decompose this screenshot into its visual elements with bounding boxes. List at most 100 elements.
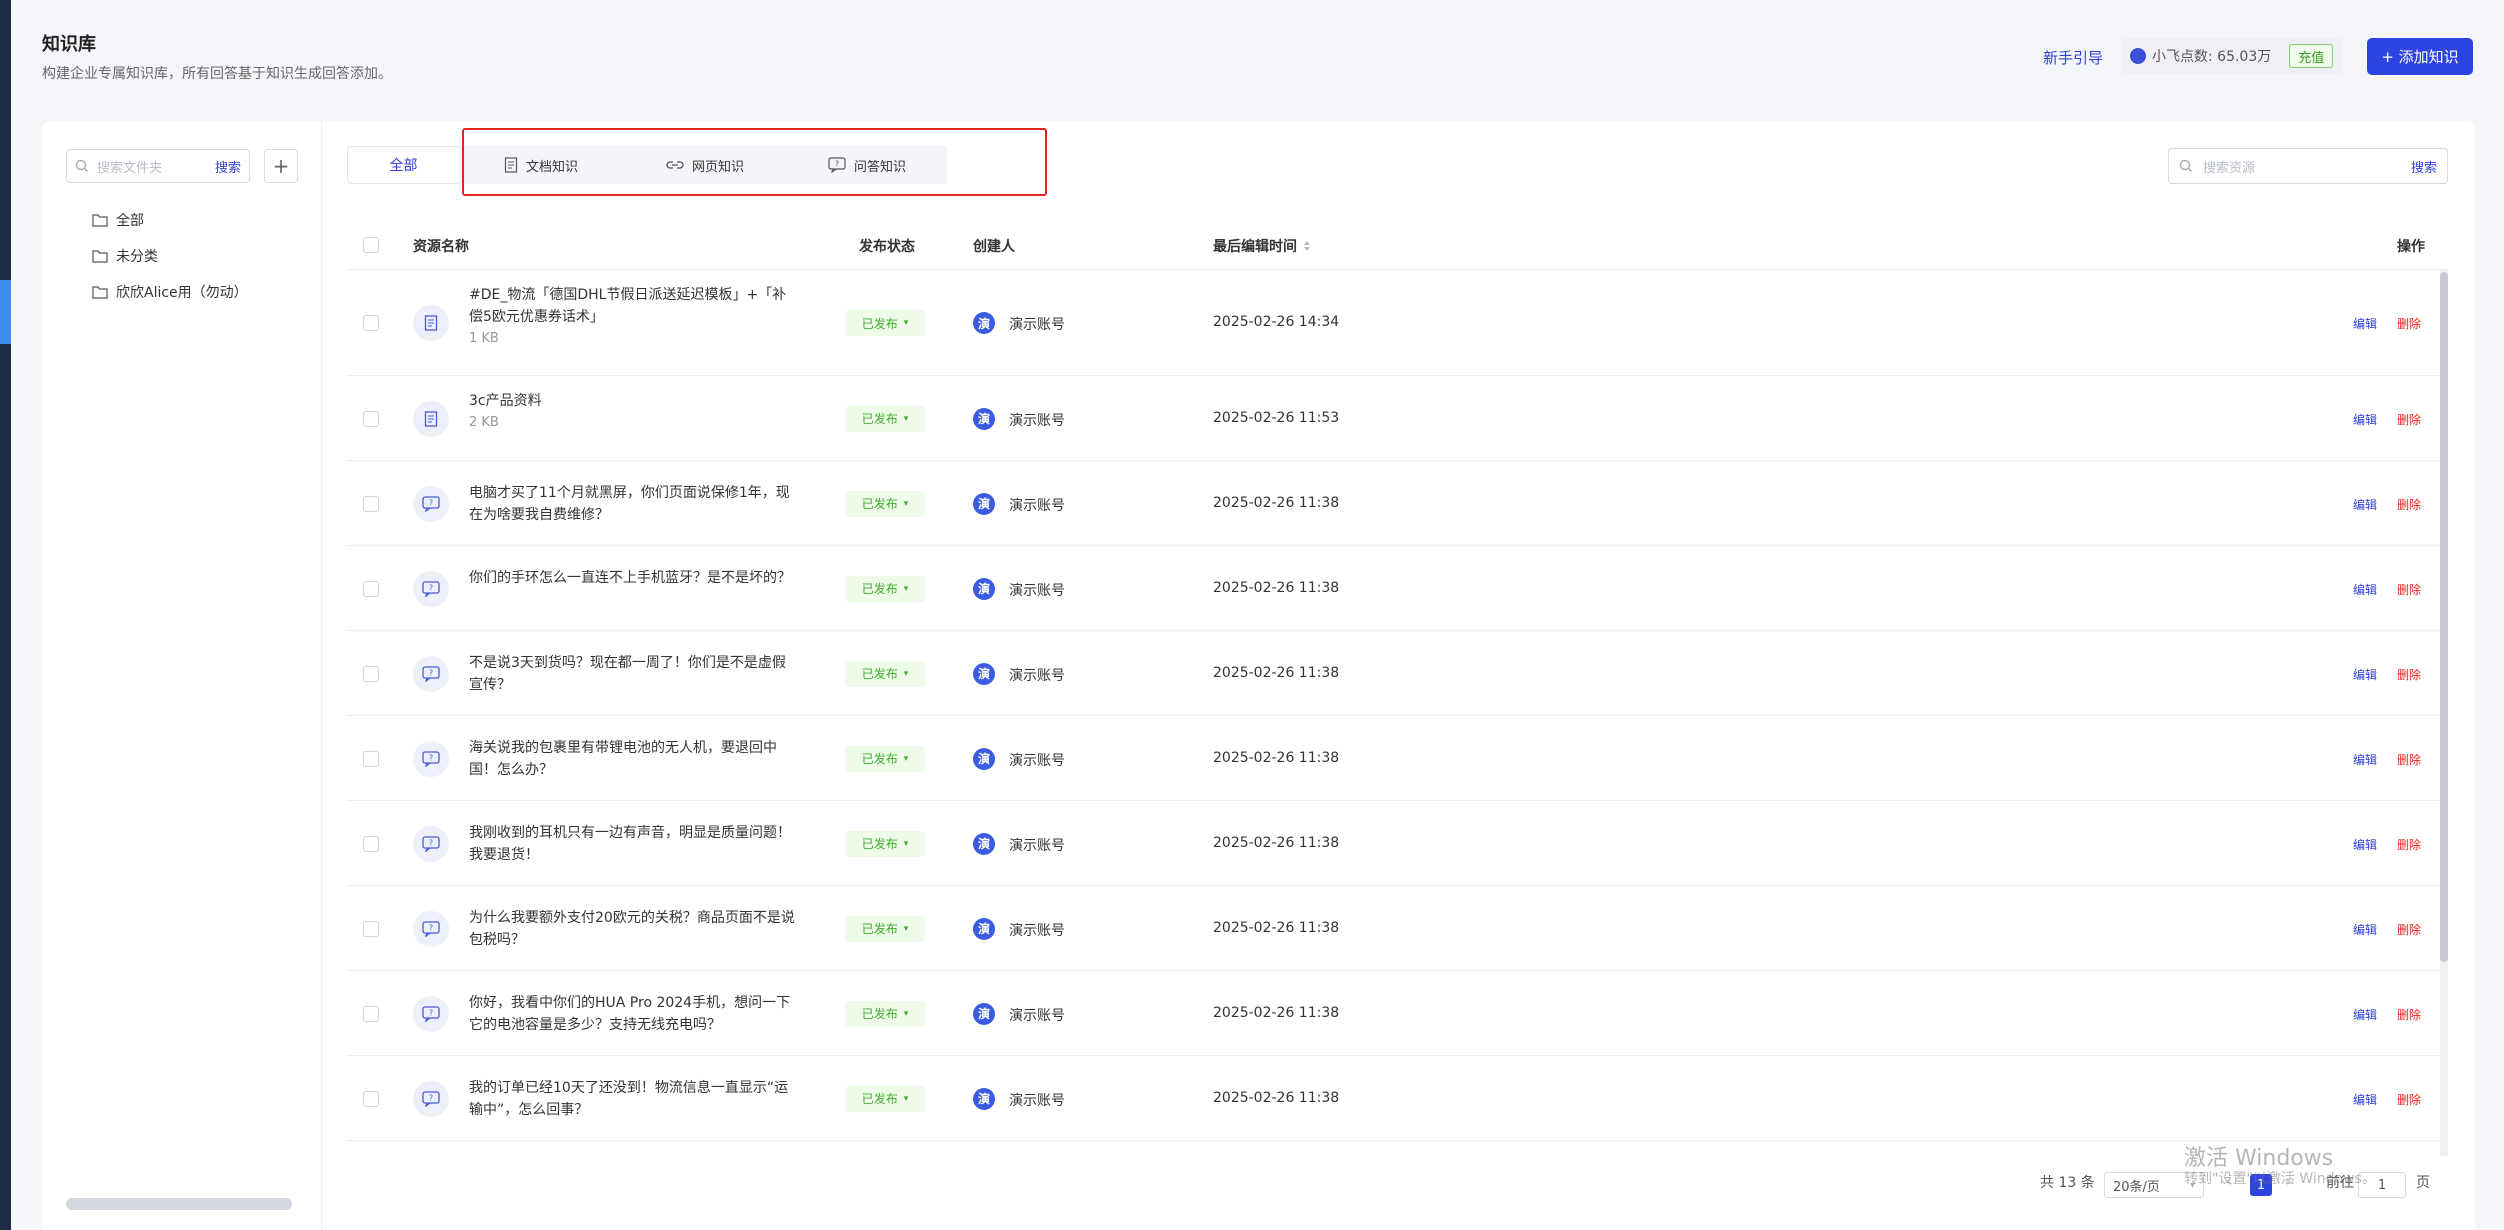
folder-search-button[interactable]: 搜索 <box>214 160 241 176</box>
status-badge[interactable]: 已发布 ▾ <box>845 490 925 517</box>
page-size-select[interactable]: 20条/页 ▾ <box>2104 1172 2204 1198</box>
status-badge[interactable]: 已发布 ▾ <box>845 830 925 857</box>
row-checkbox[interactable] <box>363 495 379 512</box>
edit-button[interactable]: 编辑 <box>2353 922 2378 937</box>
search-icon <box>75 159 88 172</box>
resource-search-button[interactable]: 搜索 <box>2410 160 2437 176</box>
tab-webpage[interactable]: 网页知识 <box>666 156 744 175</box>
creator-name: 演示账号 <box>1009 1007 1065 1024</box>
resource-name[interactable]: #DE_物流「德国DHL节假日派送延迟模板」+「补偿5欧元优惠券话术」 1 KB <box>469 284 799 350</box>
folder-search-input[interactable]: 搜索文件夹 <box>97 160 163 176</box>
status-badge[interactable]: 已发布 ▾ <box>845 575 925 602</box>
status-badge[interactable]: 已发布 ▾ <box>845 915 925 942</box>
row-checkbox[interactable] <box>363 835 379 852</box>
last-edit-time: 2025-02-26 11:38 <box>1213 579 1340 596</box>
edit-button[interactable]: 编辑 <box>2353 1092 2378 1107</box>
resource-name[interactable]: 不是说3天到货吗？现在都一周了！你们是不是虚假宣传？ <box>469 652 799 696</box>
guide-link[interactable]: 新手引导 <box>2043 49 2104 67</box>
resource-type-icon: ? <box>413 825 449 862</box>
folder-item-all[interactable]: 全部 <box>92 208 144 232</box>
row-checkbox[interactable] <box>363 665 379 682</box>
tab-all[interactable]: 全部 <box>347 146 459 184</box>
resource-name[interactable]: 你们的手环怎么一直连不上手机蓝牙？是不是坏的？ <box>469 567 799 589</box>
delete-button[interactable]: 删除 <box>2397 667 2422 682</box>
resource-size: 1 KB <box>469 331 499 346</box>
resource-type-icon: ? <box>413 995 449 1032</box>
folder-label: 未分类 <box>116 249 158 265</box>
table-header: 资源名称 发布状态 创建人 最后编辑时间 操作 <box>347 220 2447 270</box>
resource-search-input[interactable]: 搜索资源 <box>2203 160 2256 176</box>
row-checkbox[interactable] <box>363 1005 379 1022</box>
avatar: 演 <box>973 917 995 940</box>
edit-button[interactable]: 编辑 <box>2353 752 2378 767</box>
next-page-button[interactable]: › <box>2286 1174 2292 1190</box>
current-page[interactable]: 1 <box>2250 1174 2272 1196</box>
delete-button[interactable]: 删除 <box>2397 1007 2422 1022</box>
delete-button[interactable]: 删除 <box>2397 582 2422 597</box>
status-badge[interactable]: 已发布 ▾ <box>845 405 925 432</box>
tab-document[interactable]: 文档知识 <box>504 156 578 175</box>
edit-button[interactable]: 编辑 <box>2353 837 2378 852</box>
svg-text:?: ? <box>835 160 839 169</box>
resource-name[interactable]: 电脑才买了11个月就黑屏，你们页面说保修1年，现在为啥要我自费维修？ <box>469 482 799 526</box>
column-header-edited[interactable]: 最后编辑时间 <box>1213 236 1311 256</box>
status-badge[interactable]: 已发布 ▾ <box>845 310 925 336</box>
resource-name[interactable]: 海关说我的包裹里有带锂电池的无人机，要退回中国！怎么办？ <box>469 737 799 781</box>
goto-page-input[interactable]: 1 <box>2358 1172 2406 1198</box>
resource-name[interactable]: 我刚收到的耳机只有一边有声音，明显是质量问题！我要退货！ <box>469 822 799 866</box>
svg-text:?: ? <box>429 668 433 677</box>
delete-button[interactable]: 删除 <box>2397 412 2422 427</box>
chevron-down-icon: ▾ <box>903 1008 909 1019</box>
resource-name[interactable]: 3c产品资料 2 KB <box>469 390 799 434</box>
row-checkbox[interactable] <box>363 1090 379 1107</box>
folder-item-alice[interactable]: 欣欣Alice用（勿动） <box>92 280 248 304</box>
delete-button[interactable]: 删除 <box>2397 837 2422 852</box>
resource-name[interactable]: 为什么我要额外支付20欧元的关税？商品页面不是说包税吗？ <box>469 907 799 951</box>
chevron-down-icon: ▾ <box>2189 1179 2195 1191</box>
row-checkbox[interactable] <box>363 315 379 331</box>
delete-button[interactable]: 删除 <box>2397 497 2422 512</box>
sort-icon[interactable] <box>1303 240 1311 252</box>
table-row: ? 为什么我要额外支付20欧元的关税？商品页面不是说包税吗？ 已发布 ▾ 演演示账号 20… <box>347 886 2441 971</box>
resource-type-icon <box>413 305 449 341</box>
row-checkbox[interactable] <box>363 580 379 597</box>
row-checkbox[interactable] <box>363 750 379 767</box>
add-folder-button[interactable]: + <box>264 149 298 183</box>
delete-button[interactable]: 删除 <box>2397 1092 2422 1107</box>
resource-search[interactable]: 搜索资源 搜索 <box>2168 148 2448 184</box>
qa-icon: ? <box>422 495 440 512</box>
edit-button[interactable]: 编辑 <box>2353 317 2378 331</box>
resource-name[interactable]: 你好，我看中你们的HUA Pro 2024手机，想问一下它的电池容量是多少？支持… <box>469 992 799 1036</box>
creator-name: 演示账号 <box>1009 582 1065 599</box>
table-row: #DE_物流「德国DHL节假日派送延迟模板」+「补偿5欧元优惠券话术」 1 KB 已… <box>347 270 2441 376</box>
status-badge[interactable]: 已发布 ▾ <box>845 1000 925 1027</box>
resource-title: 海关说我的包裹里有带锂电池的无人机，要退回中国！怎么办？ <box>469 739 777 778</box>
status-badge[interactable]: 已发布 ▾ <box>845 745 925 772</box>
resource-name[interactable]: 我的订单已经10天了还没到！物流信息一直显示“运输中”，怎么回事？ <box>469 1077 799 1121</box>
status-badge[interactable]: 已发布 ▾ <box>845 1085 925 1112</box>
folder-panel-scrollbar[interactable] <box>66 1198 292 1210</box>
table-scrollbar[interactable] <box>2440 272 2448 962</box>
recharge-button[interactable]: 充值 <box>2289 44 2334 68</box>
edit-button[interactable]: 编辑 <box>2353 1007 2378 1022</box>
edit-button[interactable]: 编辑 <box>2353 667 2378 682</box>
edit-button[interactable]: 编辑 <box>2353 497 2378 512</box>
row-checkbox[interactable] <box>363 920 379 937</box>
select-all-checkbox[interactable] <box>363 237 379 253</box>
add-knowledge-button[interactable]: + 添加知识 <box>2367 38 2473 75</box>
tab-qa[interactable]: ? 问答知识 <box>828 156 906 175</box>
row-checkbox[interactable] <box>363 410 379 427</box>
qa-icon: ? <box>422 750 440 767</box>
prev-page-button[interactable]: ‹ <box>2226 1174 2232 1190</box>
edit-button[interactable]: 编辑 <box>2353 582 2378 597</box>
folder-search[interactable]: 搜索文件夹 搜索 <box>66 149 250 183</box>
delete-button[interactable]: 删除 <box>2397 752 2422 767</box>
folder-item-uncategorized[interactable]: 未分类 <box>92 244 158 268</box>
delete-button[interactable]: 删除 <box>2397 922 2422 937</box>
last-edit-time: 2025-02-26 11:38 <box>1213 749 1340 766</box>
status-badge[interactable]: 已发布 ▾ <box>845 660 925 687</box>
tab-label: 问答知识 <box>854 159 907 175</box>
edit-button[interactable]: 编辑 <box>2353 412 2378 427</box>
delete-button[interactable]: 删除 <box>2397 317 2422 331</box>
table-row: ? 我刚收到的耳机只有一边有声音，明显是质量问题！我要退货！ 已发布 ▾ 演演示账号 20… <box>347 801 2441 886</box>
